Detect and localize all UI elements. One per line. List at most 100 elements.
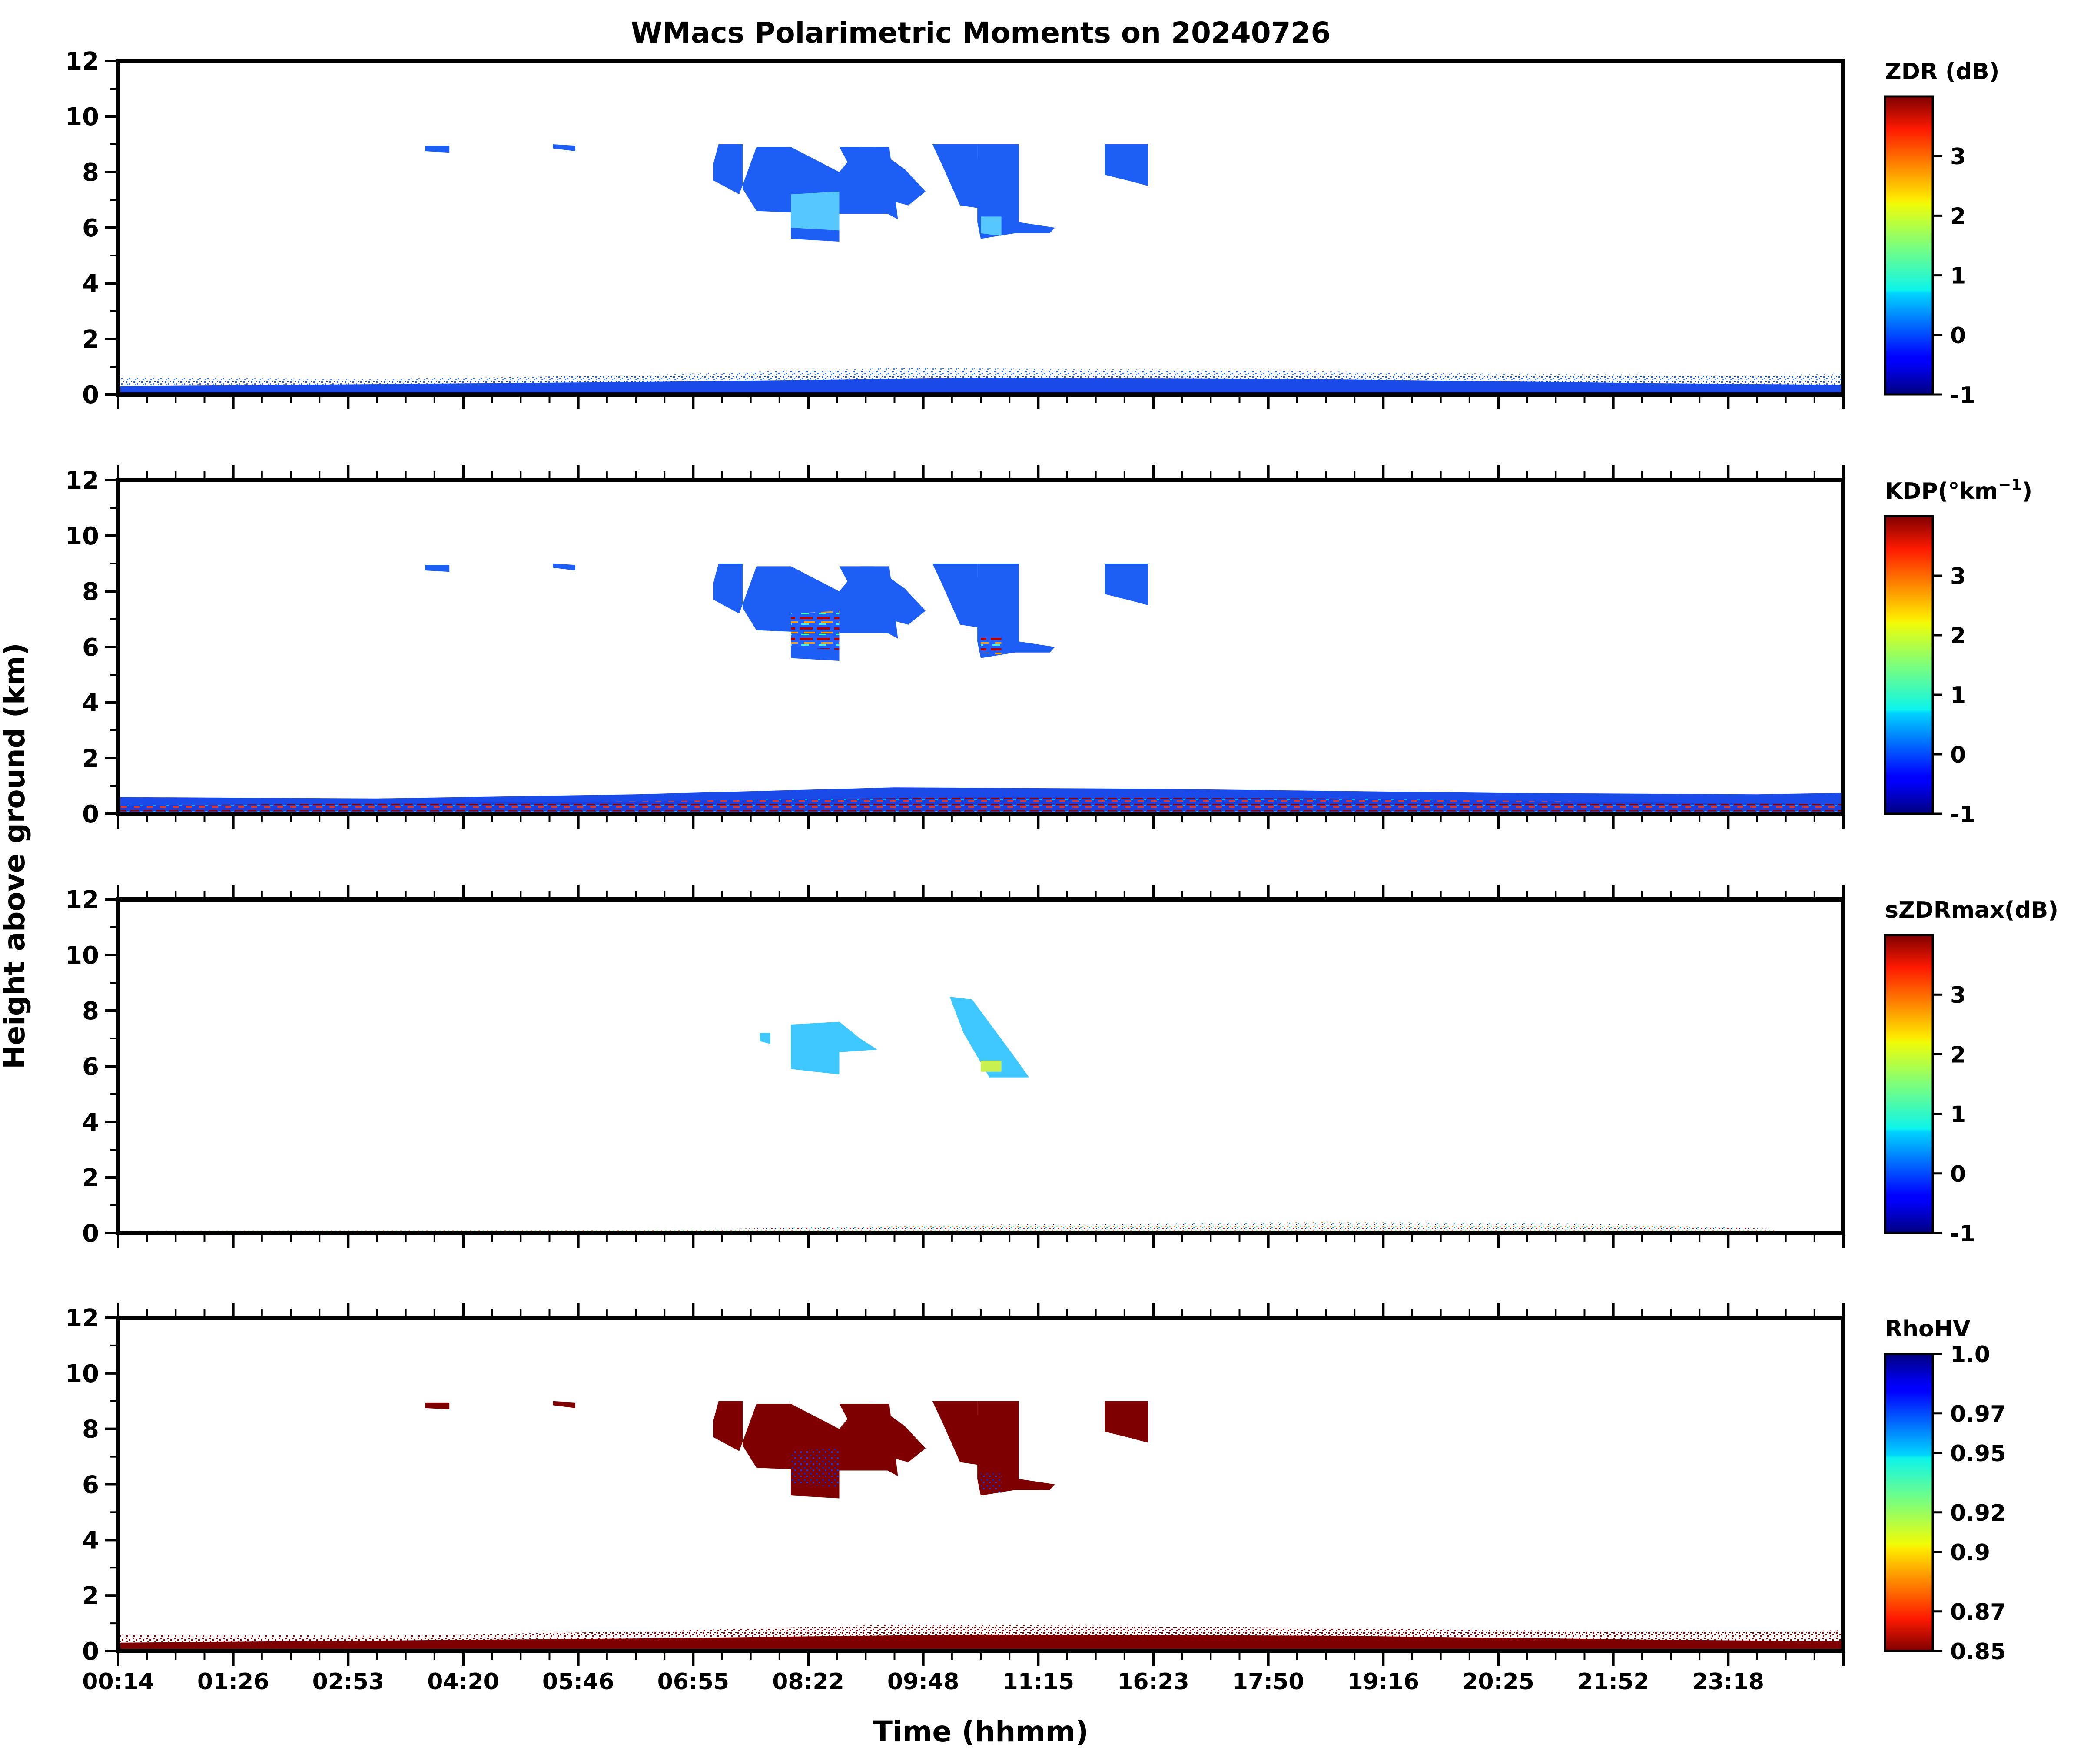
colorbar-label-text: KDP(°km [1885, 478, 1998, 504]
x-tick-label: 16:23 [1117, 1669, 1189, 1695]
colorbar [1884, 934, 1934, 1234]
wisp-2 [553, 144, 575, 151]
y-tick-label: 6 [82, 214, 99, 242]
y-tick-label: 12 [65, 467, 99, 495]
x-tick-label: 05:46 [542, 1669, 614, 1695]
x-tick-label: 06:55 [657, 1669, 730, 1695]
surface-echo-dense [118, 797, 1843, 814]
x-tick-label: 01:26 [197, 1669, 269, 1695]
wisp-2 [553, 564, 575, 570]
cloud-block-2b [977, 564, 1055, 658]
cloud-core-2 [981, 216, 1002, 236]
cloud-core-2 [981, 636, 1002, 656]
y-tick-label: 8 [82, 1416, 99, 1444]
x-axis-label: Time (hhmm) [873, 1715, 1088, 1748]
x-tick-label: 20:25 [1462, 1669, 1534, 1695]
y-tick-label: 6 [82, 1053, 99, 1081]
colorbar-tick-label: 0 [1950, 742, 1966, 768]
wisp-1 [425, 1402, 450, 1409]
cloud-block-3 [1105, 144, 1148, 186]
y-tick-label: 4 [82, 270, 99, 298]
szdr-cloud-2 [949, 997, 1029, 1078]
x-tick-label: 08:22 [772, 1669, 844, 1695]
cloud-block-1b [839, 566, 926, 625]
colorbar-tick-label: 1 [1950, 1102, 1966, 1128]
wisp-1 [425, 146, 450, 153]
y-tick-label: 2 [82, 745, 99, 773]
y-tick-label: 2 [82, 325, 99, 354]
x-tick-label: 19:16 [1347, 1669, 1420, 1695]
cloud-core-1 [791, 1448, 840, 1487]
cloud-block-3 [1105, 1401, 1148, 1443]
colorbar-tick-label: 0.85 [1950, 1639, 2006, 1665]
colorbar-tick-label: -1 [1950, 1221, 1975, 1247]
x-tick-label: 00:14 [82, 1669, 154, 1695]
colorbar-label-text: sZDRmax(dB) [1885, 897, 2058, 923]
colorbar-label-superscript: −1 [1998, 476, 2022, 494]
colorbar-label-end: ) [2022, 478, 2032, 504]
x-tick-label: 21:52 [1577, 1669, 1649, 1695]
y-tick-label: 12 [65, 47, 99, 76]
colorbar-label: KDP(°km−1) [1885, 476, 2032, 504]
colorbar-tick-label: 3 [1950, 144, 1966, 170]
y-tick-label: 12 [65, 886, 99, 914]
x-tick-label: 09:48 [887, 1669, 959, 1695]
colorbar-tick-label: 0 [1950, 1161, 1966, 1187]
wisp-2 [553, 1401, 575, 1408]
chart-title: WMacs Polarimetric Moments on 20240726 [631, 16, 1331, 50]
colorbar-tick-label: 0 [1950, 323, 1966, 349]
y-tick-label: 0 [82, 800, 99, 829]
y-tick-label: 6 [82, 1471, 99, 1499]
colorbar-label: sZDRmax(dB) [1885, 897, 2058, 923]
surface-echo-dense [118, 1634, 1843, 1651]
y-axis-label: Height above ground (km) [0, 643, 31, 1069]
y-tick-label: 4 [82, 1108, 99, 1137]
colorbar-tick-label: 0.95 [1950, 1441, 2006, 1467]
y-tick-label: 0 [82, 1220, 99, 1248]
colorbar-tick-label: 0.9 [1950, 1540, 1990, 1566]
surface-echo [118, 1222, 1775, 1233]
colorbar [1884, 95, 1934, 396]
y-tick-label: 4 [82, 689, 99, 717]
x-tick-label: 02:53 [312, 1669, 385, 1695]
colorbar-tick-label: 1.0 [1950, 1342, 1990, 1368]
surface-echo-dense [118, 378, 1843, 395]
y-tick-label: 8 [82, 159, 99, 187]
cloud-core-2 [981, 1473, 1002, 1493]
y-tick-label: 12 [65, 1304, 99, 1333]
y-tick-label: 4 [82, 1526, 99, 1555]
colorbar [1884, 1353, 1934, 1652]
cloud-core-1 [791, 191, 840, 231]
cloud-block-1b [839, 1404, 926, 1462]
colorbar-label-text: RhoHV [1885, 1316, 1971, 1342]
cloud-block-2b [977, 1401, 1055, 1496]
y-tick-label: 10 [65, 942, 99, 970]
cloud-block-3 [1105, 564, 1148, 605]
y-tick-label: 6 [82, 633, 99, 662]
colorbar-tick-label: 0.97 [1950, 1401, 2006, 1427]
y-tick-label: 8 [82, 578, 99, 606]
y-tick-label: 10 [65, 1360, 99, 1388]
colorbar-tick-label: -1 [1950, 382, 1975, 408]
colorbar-label: ZDR (dB) [1885, 59, 1999, 85]
colorbar-tick-label: 1 [1950, 683, 1966, 709]
szdr-wisp [760, 1033, 770, 1044]
wisp-1 [425, 565, 450, 572]
colorbar [1884, 515, 1934, 815]
cloud-block-1b [839, 147, 926, 206]
colorbar-label-text: ZDR (dB) [1885, 59, 1999, 85]
x-tick-label: 04:20 [427, 1669, 499, 1695]
y-tick-label: 0 [82, 381, 99, 409]
x-tick-label: 17:50 [1232, 1669, 1304, 1695]
colorbar-label: RhoHV [1885, 1316, 1971, 1342]
y-tick-label: 2 [82, 1164, 99, 1192]
y-tick-label: 10 [65, 522, 99, 550]
colorbar-tick-label: -1 [1950, 802, 1975, 828]
colorbar-tick-label: 3 [1950, 982, 1966, 1008]
colorbar-tick-label: 2 [1950, 1042, 1966, 1068]
szdr-core-2 [981, 1061, 1002, 1072]
y-tick-label: 2 [82, 1582, 99, 1610]
colorbar-tick-label: 1 [1950, 263, 1966, 289]
